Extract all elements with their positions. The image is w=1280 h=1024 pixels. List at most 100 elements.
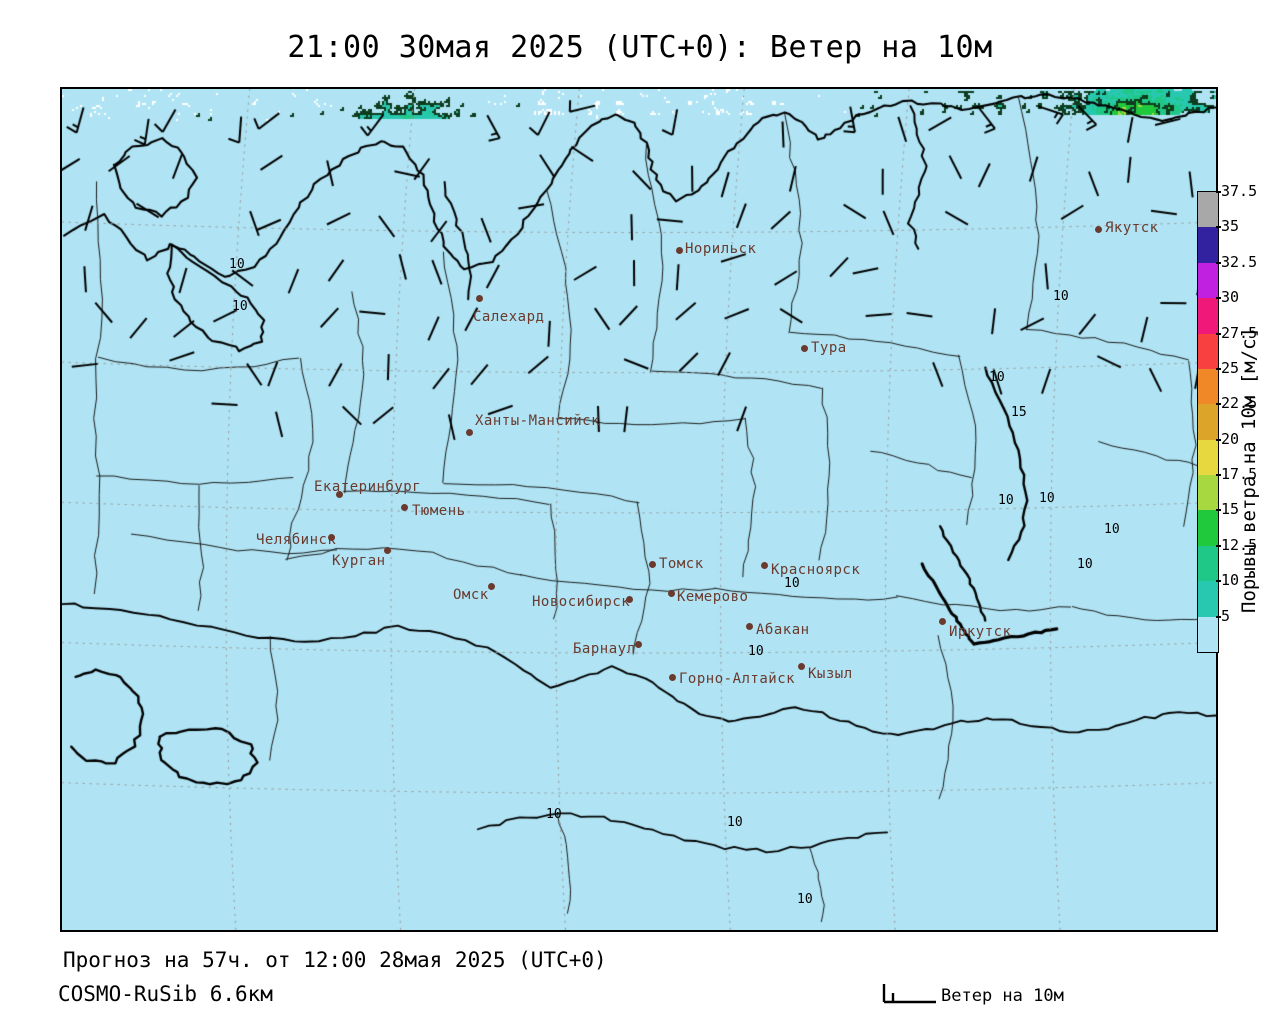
contour-value-label: 10 — [1104, 522, 1120, 537]
colorbar-tick-mark — [1216, 474, 1221, 477]
map-panel[interactable]: Салехард Норильск Тура Якутск Ханты-Мансийск… — [60, 87, 1218, 932]
wind-barb-legend: Ветер на 10м — [878, 982, 1218, 1012]
city-marker-dot — [626, 596, 633, 603]
colorbar-tick-mark — [1216, 438, 1221, 441]
colorbar-tick-mark — [1216, 580, 1221, 583]
colorbar-tick-label: 17.5 — [1221, 465, 1258, 484]
city-label: Норильск — [685, 241, 757, 257]
city-marker-dot — [801, 345, 808, 352]
city-marker-dot — [401, 504, 408, 511]
colorbar-cell — [1198, 298, 1218, 334]
colorbar-tick-label: 12.5 — [1221, 535, 1258, 554]
city-marker-dot — [746, 623, 753, 630]
colorbar-tick-label: 27.5 — [1221, 323, 1258, 342]
colorbar-tick-label: 22.5 — [1221, 394, 1258, 413]
city-label: Тюмень — [412, 503, 466, 519]
colorbar-tick-label: 30 — [1221, 288, 1240, 307]
contour-value-label: 10 — [546, 807, 562, 822]
model-name-line: COSMO-RuSib 6.6км — [58, 982, 273, 1006]
city-label: Абакан — [756, 622, 810, 638]
colorbar-cell — [1198, 510, 1218, 546]
colorbar-cell — [1198, 192, 1218, 228]
city-label: Тура — [811, 340, 847, 356]
city-marker-dot — [336, 491, 343, 498]
colorbar-cell — [1198, 475, 1218, 511]
city-label: Иркутск — [949, 624, 1012, 640]
map-canvas[interactable] — [62, 89, 1216, 930]
city-label: Курган — [332, 553, 386, 569]
colorbar-tick-mark — [1216, 544, 1221, 547]
city-marker-dot — [649, 561, 656, 568]
city-marker-dot — [384, 547, 391, 554]
colorbar-tick-mark — [1216, 615, 1221, 618]
city-label: Кемерово — [677, 589, 749, 605]
colorbar-cell — [1198, 439, 1218, 475]
colorbar-tick-mark — [1216, 226, 1221, 229]
colorbar-tick-mark — [1216, 403, 1221, 406]
city-marker-dot — [488, 583, 495, 590]
colorbar-tick-label: 15 — [1221, 500, 1240, 519]
colorbar-tick-mark — [1216, 261, 1221, 264]
colorbar-tick-label: 20 — [1221, 429, 1240, 448]
colorbar-tick-label: 32.5 — [1221, 252, 1258, 271]
page-title: 21:00 30мая 2025 (UTC+0): Ветер на 10м — [287, 30, 993, 65]
city-label: Горно-Алтайск — [679, 671, 796, 687]
city-label: Томск — [659, 556, 704, 572]
city-marker-dot — [669, 674, 676, 681]
contour-value-label: 10 — [784, 576, 800, 591]
colorbar-cell — [1198, 616, 1218, 652]
colorbar-tick-label: 35 — [1221, 217, 1240, 236]
city-marker-dot — [939, 618, 946, 625]
city-marker-dot — [1095, 226, 1102, 233]
contour-value-label: 15 — [1011, 405, 1027, 420]
city-label: Салехард — [473, 309, 545, 325]
contour-value-label: 10 — [1053, 289, 1069, 304]
colorbar-tick-mark — [1216, 332, 1221, 335]
city-marker-dot — [798, 663, 805, 670]
city-marker-dot — [476, 295, 483, 302]
city-label: Челябинск — [256, 532, 337, 548]
contour-value-label: 10 — [727, 815, 743, 830]
colorbar-cell — [1198, 333, 1218, 369]
city-label: Ханты-Мансийск — [475, 413, 601, 429]
colorbar-cell — [1198, 368, 1218, 405]
colorbar-ticks: 37.5 35 32.5 30 27.5 25 22.5 20 17.5 15 12.5 10 5 — [1216, 178, 1271, 678]
city-label: Кызыл — [808, 666, 853, 682]
contour-value-label: 10 — [229, 257, 245, 272]
colorbar-tick-mark — [1216, 509, 1221, 512]
colorbar — [1197, 191, 1219, 653]
city-label: Екатеринбург — [314, 479, 422, 495]
contour-value-label: 10 — [232, 299, 248, 314]
contour-value-label: 10 — [1039, 491, 1055, 506]
contour-value-label: 10 — [748, 644, 764, 659]
contour-value-label: 10 — [1077, 557, 1093, 572]
city-label: Новосибирск — [532, 594, 631, 610]
colorbar-cell — [1198, 545, 1218, 582]
wind-barb-legend-label: Ветер на 10м — [941, 986, 1064, 1006]
colorbar-tick-mark — [1216, 191, 1221, 193]
city-marker-dot — [635, 641, 642, 648]
city-marker-dot — [328, 534, 335, 541]
colorbar-tick-label: 25 — [1221, 358, 1240, 377]
colorbar-cell — [1198, 262, 1218, 299]
city-label: Красноярск — [771, 562, 861, 578]
contour-value-label: 10 — [989, 370, 1005, 385]
colorbar-cell — [1198, 581, 1218, 617]
contour-value-label: 10 — [797, 892, 813, 907]
city-label: Омск — [453, 587, 489, 603]
city-marker-dot — [466, 429, 473, 436]
colorbar-axis-title: Порывы ветра на 10м [м/с] — [1238, 327, 1260, 613]
colorbar-cell — [1198, 227, 1218, 263]
colorbar-tick-label: 37.5 — [1221, 182, 1258, 200]
colorbar-tick-mark — [1216, 297, 1221, 300]
colorbar-cell — [1198, 404, 1218, 440]
city-marker-dot — [676, 247, 683, 254]
colorbar-tick-mark — [1216, 367, 1221, 370]
contour-value-label: 10 — [998, 493, 1014, 508]
forecast-info-line: Прогноз на 57ч. от 12:00 28мая 2025 (UTC… — [63, 948, 607, 972]
city-label: Якутск — [1105, 220, 1159, 236]
city-label: Барнаул — [573, 641, 636, 657]
city-marker-dot — [668, 590, 675, 597]
city-marker-dot — [761, 562, 768, 569]
colorbar-tick-label: 5 — [1221, 606, 1231, 625]
